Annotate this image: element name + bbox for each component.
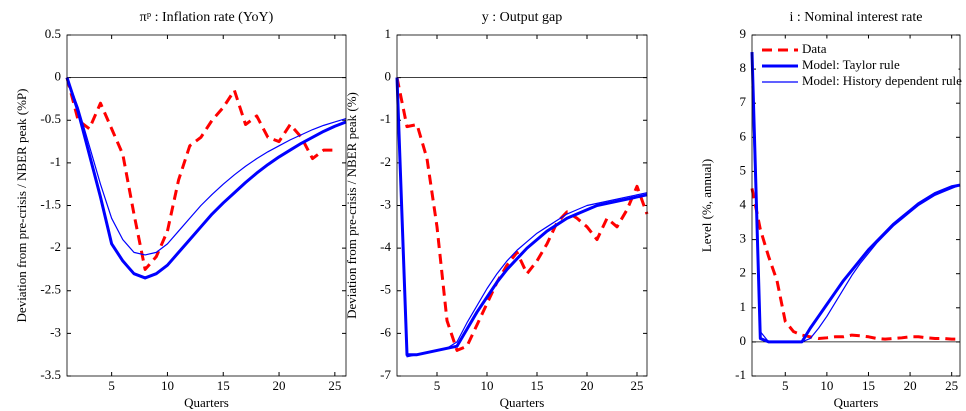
y-tick-label: -6 bbox=[380, 324, 391, 339]
y-tick-label: 5 bbox=[740, 162, 747, 177]
y-tick-label: -5 bbox=[380, 282, 391, 297]
x-tick-label: 15 bbox=[531, 378, 544, 393]
axes-box bbox=[751, 34, 961, 377]
axes-box bbox=[396, 34, 648, 377]
x-tick-label: 20 bbox=[273, 378, 286, 393]
series-line bbox=[66, 77, 347, 256]
axes-box bbox=[66, 34, 347, 377]
x-tick-label: 25 bbox=[945, 378, 958, 393]
x-tick-label: 5 bbox=[108, 378, 115, 393]
y-tick-label: -1 bbox=[50, 154, 61, 169]
panel: -1 0 1 2 3 4 5 6 7 8 9 5 10 15 20 25 i : Nominal interes… bbox=[699, 10, 962, 410]
x-tick-label: 5 bbox=[782, 378, 789, 393]
y-tick-label: 3 bbox=[740, 231, 747, 246]
series-line bbox=[65, 77, 347, 280]
series-line bbox=[395, 77, 649, 352]
x-tick-label: 20 bbox=[581, 378, 594, 393]
y-tick-label: -1 bbox=[380, 111, 391, 126]
chart-title: πᵖ : Inflation rate (YoY) bbox=[140, 10, 274, 25]
x-tick-label: 25 bbox=[328, 378, 341, 393]
plot-area bbox=[397, 35, 647, 376]
y-tick-label: 4 bbox=[740, 196, 747, 211]
series-line bbox=[750, 188, 960, 341]
series-line bbox=[396, 77, 648, 358]
panel: 10-1-2-3-4-5-6-75 10 15 20 25y : Output gapQ… bbox=[344, 10, 649, 410]
y-tick-label: 0 bbox=[385, 69, 392, 84]
y-tick-label: -7 bbox=[380, 367, 391, 382]
series-line bbox=[65, 77, 335, 271]
plot-area bbox=[67, 35, 346, 376]
y-tick-label: 1 bbox=[385, 26, 392, 41]
series-line bbox=[751, 86, 961, 343]
y-tick-label: 1 bbox=[740, 299, 747, 314]
y-tick-label: 7 bbox=[740, 94, 747, 109]
y-tick-label: 0 bbox=[55, 69, 62, 84]
y-tick-label: -2 bbox=[380, 154, 391, 169]
y-tick-label: -4 bbox=[380, 239, 391, 254]
x-tick-label: 15 bbox=[862, 378, 875, 393]
x-tick-label: 15 bbox=[217, 378, 230, 393]
x-tick-label: 10 bbox=[820, 378, 833, 393]
chart-title: y : Output gap bbox=[482, 10, 563, 25]
y-axis-label: Level (%, annual) bbox=[699, 159, 714, 252]
x-tick-label: 25 bbox=[631, 378, 644, 393]
y-axis-label: Deviation from pre-crisis / NBER peak (%… bbox=[344, 92, 359, 319]
x-axis-label: Quarters bbox=[184, 395, 229, 410]
x-tick-label: 10 bbox=[161, 378, 174, 393]
x-tick-label: 10 bbox=[481, 378, 494, 393]
x-axis-label: Quarters bbox=[834, 395, 879, 410]
panel: 0.5 0 -0.5 -1 -1.5 -2 -2.5 -3 -3.5 5 10 15 20 25 πᵖ : … bbox=[14, 10, 347, 410]
y-axis-label: Deviation from pre-crisis / NBER peak (%… bbox=[14, 89, 29, 323]
legend-label: Model: Taylor rule bbox=[802, 57, 900, 72]
legend-label: Data bbox=[802, 41, 827, 56]
y-tick-label: 6 bbox=[740, 128, 747, 143]
y-tick-label: 0 bbox=[740, 333, 747, 348]
y-tick-label: -2 bbox=[50, 239, 61, 254]
y-tick-label: -1 bbox=[735, 367, 746, 382]
y-tick-label: 2 bbox=[740, 265, 747, 280]
chart-title: i : Nominal interest rate bbox=[790, 10, 923, 25]
x-tick-label: 5 bbox=[434, 378, 441, 393]
y-tick-label: -2.5 bbox=[40, 282, 61, 297]
y-tick-label: -3 bbox=[50, 324, 61, 339]
y-tick-label: 8 bbox=[740, 60, 747, 75]
y-tick-label: -1.5 bbox=[40, 196, 61, 211]
y-tick-label: -0.5 bbox=[40, 111, 61, 126]
legend-label: Model: History dependent rule bbox=[802, 73, 962, 88]
y-tick-label: 9 bbox=[740, 26, 747, 41]
x-axis-label: Quarters bbox=[500, 395, 545, 410]
y-tick-label: 0.5 bbox=[45, 26, 61, 41]
x-tick-label: 20 bbox=[904, 378, 917, 393]
y-tick-label: -3 bbox=[380, 196, 391, 211]
y-tick-label: -3.5 bbox=[40, 367, 61, 382]
